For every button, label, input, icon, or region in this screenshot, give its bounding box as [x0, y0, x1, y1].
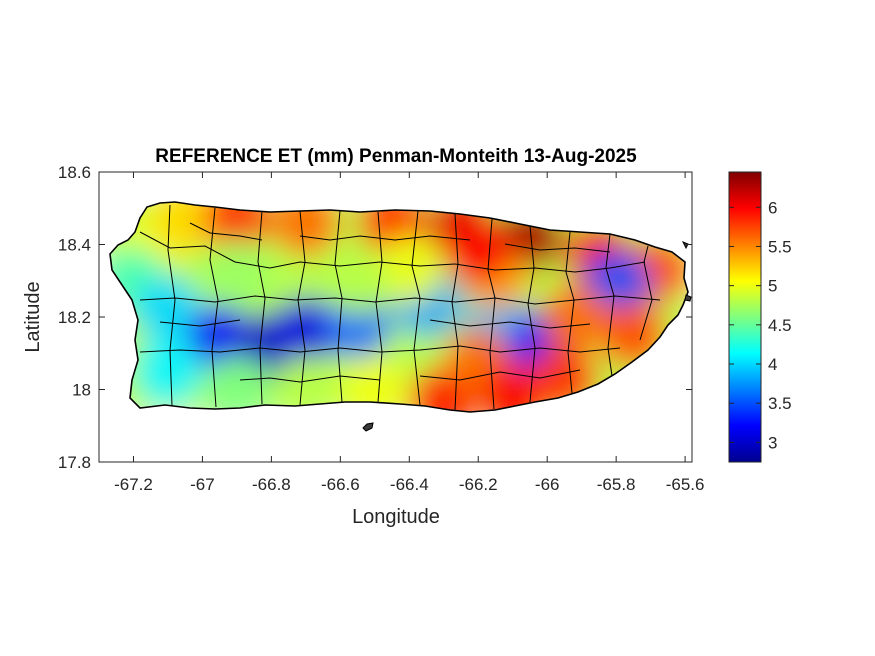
islet-outline [362, 241, 692, 432]
field-point [134, 275, 202, 344]
field-point [375, 235, 444, 304]
colorbar [728, 171, 762, 463]
colorbar-tick-label: 6 [768, 198, 777, 217]
colorbar-ticks: 3 3.5 4 4.5 5 5.5 6 [729, 198, 792, 452]
y-tick-label: 18.4 [58, 236, 91, 255]
y-axis-ticks: 17.8 18 18.2 18.4 18.6 [58, 163, 692, 472]
field-point [271, 297, 340, 366]
colorbar-tick-label: 5.5 [768, 237, 792, 256]
x-tick-label: -67.2 [114, 475, 153, 494]
x-tick-label: -66 [535, 475, 560, 494]
field-point [202, 239, 271, 308]
chart-title: REFERENCE ET (mm) Penman-Monteith 13-Aug… [155, 146, 637, 167]
x-tick-label: -66.8 [252, 475, 291, 494]
x-tick-label: -66.6 [321, 475, 360, 494]
colorbar-tick-label: 4.5 [768, 316, 792, 335]
x-tick-label: -65.6 [666, 475, 705, 494]
x-tick-label: -65.8 [597, 475, 636, 494]
x-axis-ticks: -67.2 -67 -66.8 -66.6 -66.4 -66.2 -66 -65.8 -65.… [114, 172, 704, 494]
x-tick-label: -67 [190, 475, 215, 494]
y-tick-label: 18 [72, 381, 91, 400]
y-tick-label: 17.8 [58, 453, 91, 472]
field-point [323, 246, 392, 315]
x-axis-label: Longitude [352, 506, 440, 528]
y-axis-label: Latitude [22, 281, 44, 352]
colorbar-tick-label: 5 [768, 277, 777, 296]
municipal-boundaries [139, 204, 661, 411]
colorbar-tick-label: 4 [768, 355, 777, 374]
colorbar-tick-label: 3.5 [768, 394, 792, 413]
island-outline [109, 201, 689, 413]
x-tick-label: -66.2 [459, 475, 498, 494]
y-tick-label: 18.6 [58, 163, 91, 182]
x-tick-label: -66.4 [390, 475, 429, 494]
y-tick-label: 18.2 [58, 308, 91, 327]
field-point [134, 337, 202, 406]
field-point [478, 362, 547, 412]
field-point [444, 217, 513, 286]
field-point [540, 283, 609, 351]
colorbar-tick-label: 3 [768, 433, 777, 452]
